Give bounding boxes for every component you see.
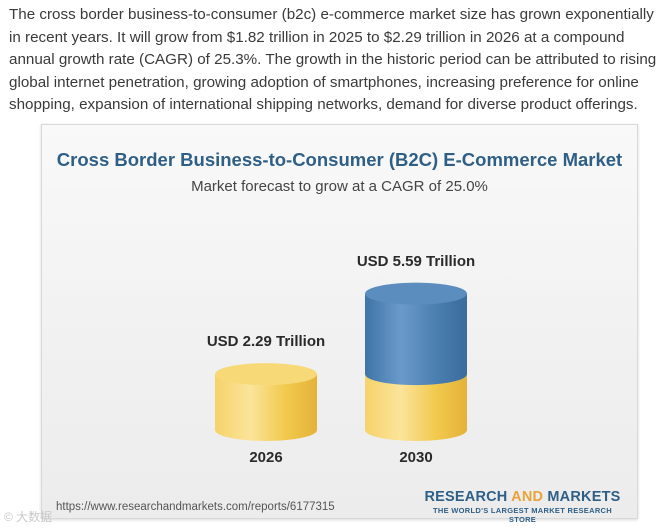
bar-2030-growth-body: [365, 293, 467, 386]
bar-2026-top: [215, 363, 317, 386]
bar-2030-base-body: [365, 374, 467, 441]
article-paragraph: The cross border business-to-consumer (b…: [9, 6, 657, 113]
watermark: © 大数据: [4, 510, 53, 524]
brand-name: RESEARCH AND MARKETS: [424, 489, 621, 505]
source-url[interactable]: https://www.researchandmarkets.com/repor…: [56, 501, 335, 513]
chart-title: Cross Border Business-to-Consumer (B2C) …: [56, 149, 623, 170]
brand-logo: RESEARCH AND MARKETS THE WORLD'S LARGEST…: [420, 489, 625, 524]
infographic-card: Cross Border Business-to-Consumer (B2C) …: [41, 124, 638, 524]
brand-tagline: THE WORLD'S LARGEST MARKET RESEARCH STOR…: [433, 506, 612, 524]
value-label-2030: USD 5.59 Trillion: [356, 252, 476, 270]
year-label-2030: 2030: [399, 449, 433, 466]
year-label-2026: 2026: [249, 449, 283, 466]
bar-2026-body: [215, 374, 317, 441]
cylinder-chart: [215, 282, 467, 441]
bar-2030-growth-top: [365, 282, 467, 305]
value-label-2026: USD 2.29 Trillion: [206, 333, 326, 351]
chart-subtitle: Market forecast to grow at a CAGR of 25.…: [191, 178, 488, 195]
